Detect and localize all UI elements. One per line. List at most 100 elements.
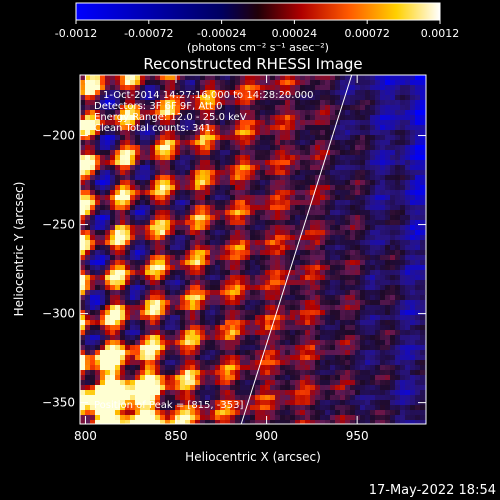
heatmap-pixel (145, 100, 150, 105)
heatmap-pixel (165, 290, 170, 295)
heatmap-pixel (380, 320, 385, 325)
heatmap-pixel (225, 385, 230, 390)
heatmap-pixel (105, 290, 110, 295)
heatmap-pixel (85, 315, 90, 320)
heatmap-pixel (410, 365, 415, 370)
heatmap-pixel (130, 95, 135, 100)
heatmap-pixel (130, 380, 135, 385)
heatmap-pixel (255, 75, 260, 80)
heatmap-pixel (350, 145, 355, 150)
heatmap-pixel (295, 100, 300, 105)
heatmap-pixel (355, 120, 360, 125)
heatmap-pixel (395, 405, 400, 410)
heatmap-pixel (190, 255, 195, 260)
heatmap-pixel (390, 275, 395, 280)
heatmap-pixel (110, 330, 115, 335)
heatmap-pixel (340, 90, 345, 95)
heatmap-pixel (130, 250, 135, 255)
heatmap-pixel (155, 400, 160, 405)
heatmap-pixel (150, 175, 155, 180)
heatmap-pixel (260, 195, 265, 200)
heatmap-pixel (235, 220, 240, 225)
heatmap-pixel (240, 395, 245, 400)
heatmap-pixel (370, 370, 375, 375)
heatmap-pixel (275, 85, 280, 90)
heatmap-pixel (390, 205, 395, 210)
heatmap-pixel (325, 100, 330, 105)
heatmap-pixel (400, 80, 405, 85)
heatmap-pixel (315, 205, 320, 210)
heatmap-pixel (285, 390, 290, 395)
heatmap-pixel (90, 245, 95, 250)
heatmap-pixel (80, 220, 85, 225)
heatmap-pixel (335, 360, 340, 365)
heatmap-pixel (205, 340, 210, 345)
heatmap-pixel (300, 100, 305, 105)
heatmap-pixel (165, 385, 170, 390)
heatmap-pixel (245, 255, 250, 260)
heatmap-pixel (320, 380, 325, 385)
heatmap-pixel (315, 245, 320, 250)
heatmap-pixel (360, 335, 365, 340)
heatmap-pixel (380, 270, 385, 275)
heatmap-pixel (190, 105, 195, 110)
heatmap-pixel (255, 345, 260, 350)
heatmap-pixel (365, 255, 370, 260)
heatmap-pixel (150, 165, 155, 170)
heatmap-pixel (200, 395, 205, 400)
heatmap-pixel (355, 360, 360, 365)
heatmap-pixel (205, 405, 210, 410)
heatmap-pixel (100, 275, 105, 280)
heatmap-pixel (355, 200, 360, 205)
heatmap-pixel (415, 375, 420, 380)
heatmap-pixel (410, 255, 415, 260)
heatmap-pixel (295, 195, 300, 200)
heatmap-pixel (305, 400, 310, 405)
heatmap-pixel (210, 405, 215, 410)
heatmap-pixel (405, 285, 410, 290)
heatmap-pixel (190, 145, 195, 150)
heatmap-pixel (135, 270, 140, 275)
heatmap-pixel (150, 220, 155, 225)
peak-position-label: Position of Peak = [815, -353] (94, 400, 243, 411)
heatmap-pixel (350, 415, 355, 420)
heatmap-pixel (80, 265, 85, 270)
heatmap-pixel (145, 345, 150, 350)
heatmap-pixel (110, 225, 115, 230)
heatmap-pixel (245, 350, 250, 355)
heatmap-pixel (295, 150, 300, 155)
heatmap-pixel (380, 90, 385, 95)
heatmap-pixel (275, 390, 280, 395)
heatmap-pixel (390, 85, 395, 90)
heatmap-pixel (180, 275, 185, 280)
heatmap-pixel (305, 165, 310, 170)
heatmap-pixel (135, 415, 140, 420)
heatmap-pixel (210, 320, 215, 325)
heatmap-pixel (340, 250, 345, 255)
heatmap-pixel (265, 105, 270, 110)
heatmap-pixel (345, 325, 350, 330)
heatmap-pixel (110, 320, 115, 325)
heatmap-pixel (335, 115, 340, 120)
heatmap-pixel (290, 355, 295, 360)
heatmap-pixel (165, 125, 170, 130)
heatmap-pixel (120, 370, 125, 375)
heatmap-pixel (175, 290, 180, 295)
heatmap-pixel (300, 385, 305, 390)
heatmap-pixel (245, 95, 250, 100)
heatmap-pixel (130, 415, 135, 420)
heatmap-pixel (160, 155, 165, 160)
heatmap-pixel (380, 380, 385, 385)
heatmap-pixel (135, 170, 140, 175)
heatmap-pixel (180, 335, 185, 340)
heatmap-pixel (95, 180, 100, 185)
heatmap-pixel (200, 355, 205, 360)
heatmap-pixel (170, 310, 175, 315)
heatmap-pixel (355, 150, 360, 155)
heatmap-pixel (90, 170, 95, 175)
heatmap-pixel (160, 95, 165, 100)
heatmap-pixel (210, 235, 215, 240)
heatmap-pixel (280, 100, 285, 105)
heatmap-pixel (85, 360, 90, 365)
heatmap-pixel (305, 365, 310, 370)
